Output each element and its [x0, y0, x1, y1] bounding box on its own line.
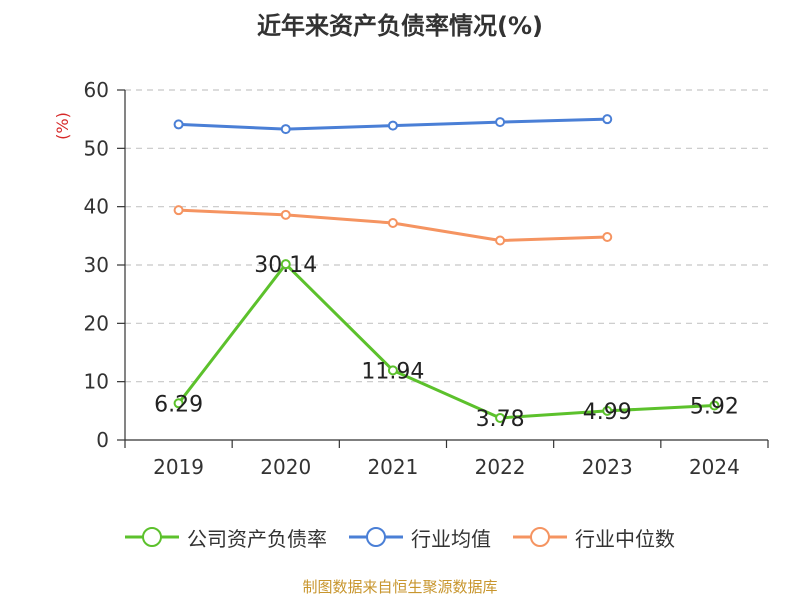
data-point: [387, 120, 398, 131]
data-point: [173, 398, 184, 409]
x-tick-label: 2023: [582, 455, 633, 479]
data-point: [602, 405, 613, 416]
data-point: [173, 205, 184, 216]
source-note: 制图数据来自恒生聚源数据库: [302, 578, 498, 596]
y-tick-label: 10: [84, 370, 109, 394]
legend-label: 行业均值: [411, 526, 491, 551]
legend-label: 公司资产负债率: [187, 526, 327, 551]
y-tick-label: 60: [84, 78, 109, 102]
series-lines: [173, 114, 720, 423]
legend-swatch: [125, 527, 179, 547]
data-point: [173, 119, 184, 130]
data-point: [495, 235, 506, 246]
data-label: 11.94: [361, 359, 424, 384]
data-label: 3.78: [476, 407, 525, 432]
x-tick-label: 2020: [260, 455, 311, 479]
x-tick-label: 2021: [367, 455, 418, 479]
data-point: [280, 124, 291, 135]
y-axis-unit-label: (%): [53, 112, 72, 140]
data-label: 5.92: [690, 394, 739, 419]
legend-item[interactable]: 行业均值: [349, 523, 491, 552]
data-point: [495, 412, 506, 423]
axes: 0 10 20 30 40 50 60 (%) 2019 2020 2021 2022 2023 2024: [53, 78, 769, 479]
data-point: [387, 218, 398, 228]
x-tick-label: 2022: [475, 455, 526, 479]
data-point: [602, 232, 613, 242]
data-point: [387, 365, 398, 376]
y-tick-label: 40: [84, 195, 109, 219]
x-tick-label: 2019: [153, 455, 204, 479]
y-tick-label: 20: [84, 311, 109, 335]
series-line: [177, 262, 715, 420]
y-tick-label: 30: [84, 253, 109, 277]
legend-label: 行业中位数: [575, 526, 675, 551]
data-label: 4.99: [583, 400, 632, 425]
legend-swatch: [349, 527, 403, 547]
legend: 公司资产负债率 行业均值 行业中位数: [0, 520, 800, 554]
data-point: [709, 400, 720, 411]
data-label: 6.29: [154, 392, 203, 417]
data-point: [495, 117, 506, 128]
chart-title: 近年来资产负债率情况(%): [257, 12, 543, 40]
legend-item[interactable]: 公司资产负债率: [125, 523, 327, 552]
data-label: 30.14: [254, 253, 317, 278]
data-point: [280, 209, 291, 220]
x-tick-label: 2024: [689, 455, 740, 479]
y-tick-label: 0: [96, 428, 109, 452]
data-point: [280, 259, 291, 270]
legend-item[interactable]: 行业中位数: [513, 523, 675, 552]
y-tick-label: 50: [84, 136, 109, 160]
data-labels: 6.29 30.14 11.94 3.78 4.99 5.92: [154, 253, 739, 432]
legend-swatch: [513, 527, 567, 547]
data-point: [602, 114, 613, 125]
grid-lines: [125, 89, 768, 383]
